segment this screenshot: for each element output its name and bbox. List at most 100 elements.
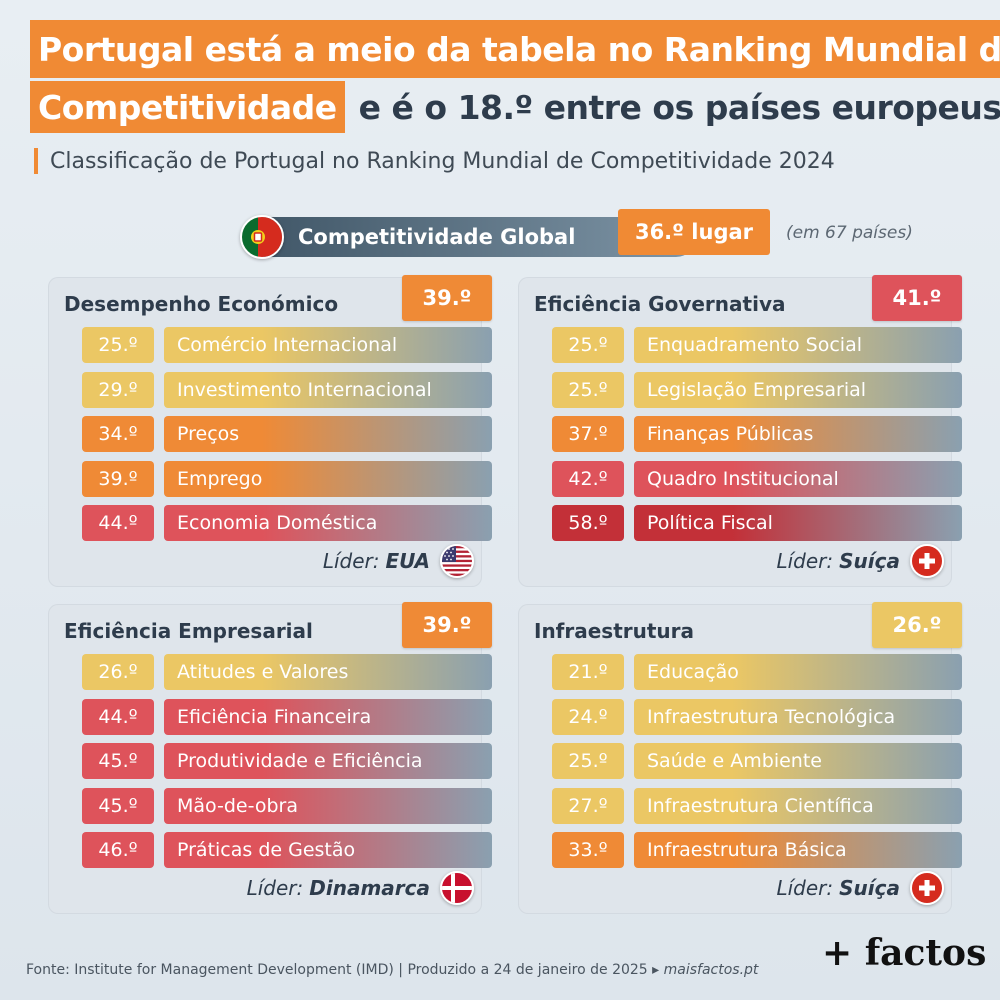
denmark-flag-icon	[440, 871, 474, 905]
subfactor-label: Infraestrutura Tecnológica	[634, 698, 962, 735]
subfactor-rank: 25.º	[552, 371, 624, 408]
subfactor-label: Infraestrutura Científica	[634, 787, 962, 824]
subfactor-label: Atitudes e Valores	[164, 654, 492, 690]
footer-source-text: Fonte: Institute for Management Developm…	[26, 962, 660, 978]
portugal-flag-icon	[240, 215, 284, 259]
subtitle-text: Classificação de Portugal no Ranking Mun…	[50, 148, 835, 174]
subfactor-label: Legislação Empresarial	[634, 371, 962, 408]
subfactor-row: 58.º Política Fiscal	[552, 505, 962, 541]
subfactor-row: 42.º Quadro Institucional	[552, 460, 962, 497]
subfactor-label: Política Fiscal	[634, 505, 962, 541]
subfactor-list: 21.º Educação 24.º Infraestrutura Tecnológ…	[552, 654, 962, 877]
subfactor-label: Quadro Institucional	[634, 460, 962, 497]
panel-rank-badge: 26.º	[872, 602, 962, 648]
subfactor-rank: 42.º	[552, 460, 624, 497]
subfactor-row: 25.º Enquadramento Social	[552, 327, 962, 363]
title-line-2: Competitividade e é o 18.º entre os país…	[30, 78, 1000, 136]
panel-title: Desempenho Económico	[64, 292, 339, 316]
subfactor-label: Preços	[164, 416, 492, 452]
subfactor-label: Enquadramento Social	[634, 327, 962, 363]
subfactor-rank: 27.º	[552, 787, 624, 824]
subfactor-label: Economia Doméstica	[164, 505, 492, 541]
subfactor-label: Mão-de-obra	[164, 787, 492, 824]
subfactor-rank: 58.º	[552, 505, 624, 541]
subfactor-row: 21.º Educação	[552, 654, 962, 690]
subfactor-rank: 24.º	[552, 698, 624, 735]
subfactor-row: 33.º Infraestrutura Básica	[552, 832, 962, 868]
leader-line: Líder: Suíça	[776, 870, 944, 906]
subfactor-row: 39.º Emprego	[82, 460, 492, 497]
subfactor-rank: 25.º	[552, 743, 624, 779]
panel-desempenho-economico: Desempenho Económico 39.º 25.º Comércio I…	[48, 275, 492, 587]
leader-country: EUA	[385, 549, 430, 573]
subfactor-row: 25.º Saúde e Ambiente	[552, 743, 962, 779]
leader-country: Suíça	[839, 876, 900, 900]
footer-source: Fonte: Institute for Management Developm…	[26, 962, 758, 978]
switzerland-flag-icon	[910, 544, 944, 578]
subtitle: Classificação de Portugal no Ranking Mun…	[34, 147, 835, 175]
subfactor-row: 25.º Legislação Empresarial	[552, 371, 962, 408]
panel-title: Eficiência Governativa	[534, 292, 786, 316]
subfactor-rank: 26.º	[82, 654, 154, 690]
title-line-2-rest: e é o 18.º entre os países europeus	[358, 87, 1000, 127]
subfactor-label: Comércio Internacional	[164, 327, 492, 363]
title-line-1: Portugal está a meio da tabela no Rankin…	[30, 20, 1000, 78]
subfactor-rank: 45.º	[82, 743, 154, 779]
title-line-1-text: Portugal está a meio da tabela no Rankin…	[30, 20, 1000, 78]
subfactor-row: 37.º Finanças Públicas	[552, 416, 962, 452]
global-label: Competitividade Global	[298, 225, 576, 249]
subfactor-label: Produtividade e Eficiência	[164, 743, 492, 779]
global-note: (em 67 países)	[786, 223, 913, 243]
leader-country: Suíça	[839, 549, 900, 573]
subfactor-rank: 21.º	[552, 654, 624, 690]
leader-prefix: Líder:	[322, 549, 380, 573]
subfactor-row: 29.º Investimento Internacional	[82, 371, 492, 408]
subfactor-row: 44.º Economia Doméstica	[82, 505, 492, 541]
subfactor-list: 25.º Enquadramento Social 25.º Legislação …	[552, 327, 962, 550]
subfactor-row: 46.º Práticas de Gestão	[82, 832, 492, 868]
subfactor-row: 45.º Mão-de-obra	[82, 787, 492, 824]
subfactor-label: Saúde e Ambiente	[634, 743, 962, 779]
panel-rank-badge: 39.º	[402, 275, 492, 321]
subfactor-rank: 37.º	[552, 416, 624, 452]
panel-eficiencia-empresarial: Eficiência Empresarial 39.º 26.º Atitudes…	[48, 602, 492, 914]
subfactor-rank: 29.º	[82, 371, 154, 408]
subfactor-label: Investimento Internacional	[164, 371, 492, 408]
subfactor-label: Infraestrutura Básica	[634, 832, 962, 868]
subfactor-label: Práticas de Gestão	[164, 832, 492, 868]
panel-rank-badge: 39.º	[402, 602, 492, 648]
global-rank-badge: 36.º lugar	[618, 209, 770, 255]
leader-line: Líder: Suíça	[776, 543, 944, 579]
switzerland-flag-icon	[910, 871, 944, 905]
subfactor-rank: 45.º	[82, 787, 154, 824]
subfactor-label: Emprego	[164, 460, 492, 497]
leader-country: Dinamarca	[309, 876, 430, 900]
subfactor-row: 25.º Comércio Internacional	[82, 327, 492, 363]
subfactor-label: Eficiência Financeira	[164, 698, 492, 735]
subfactor-rank: 25.º	[82, 327, 154, 363]
subfactor-rank: 39.º	[82, 460, 154, 497]
subfactor-rank: 44.º	[82, 505, 154, 541]
subfactor-list: 25.º Comércio Internacional 29.º Investime…	[82, 327, 492, 550]
panel-title: Eficiência Empresarial	[64, 619, 313, 643]
subfactor-label: Educação	[634, 654, 962, 690]
subfactor-row: 45.º Produtividade e Eficiência	[82, 743, 492, 779]
footer-site-link[interactable]: maisfactos.pt	[663, 962, 759, 978]
subfactor-list: 26.º Atitudes e Valores 44.º Eficiência Fi…	[82, 654, 492, 877]
subfactor-rank: 25.º	[552, 327, 624, 363]
panel-eficiencia-governativa: Eficiência Governativa 41.º 25.º Enquadra…	[518, 275, 962, 587]
panel-title: Infraestrutura	[534, 619, 695, 643]
leader-line: Líder: Dinamarca	[247, 870, 474, 906]
subfactor-row: 24.º Infraestrutura Tecnológica	[552, 698, 962, 735]
usa-flag-icon	[440, 544, 474, 578]
leader-line: Líder: EUA	[323, 543, 474, 579]
subfactor-row: 26.º Atitudes e Valores	[82, 654, 492, 690]
leader-prefix: Líder:	[776, 876, 834, 900]
brand-logo: + factos	[822, 932, 987, 974]
subfactor-rank: 44.º	[82, 698, 154, 735]
subfactor-label: Finanças Públicas	[634, 416, 962, 452]
panel-infraestrutura: Infraestrutura 26.º 21.º Educação 24.º Inf…	[518, 602, 962, 914]
title-highlight: Competitividade	[30, 81, 345, 133]
subfactor-rank: 33.º	[552, 832, 624, 868]
leader-prefix: Líder:	[776, 549, 834, 573]
